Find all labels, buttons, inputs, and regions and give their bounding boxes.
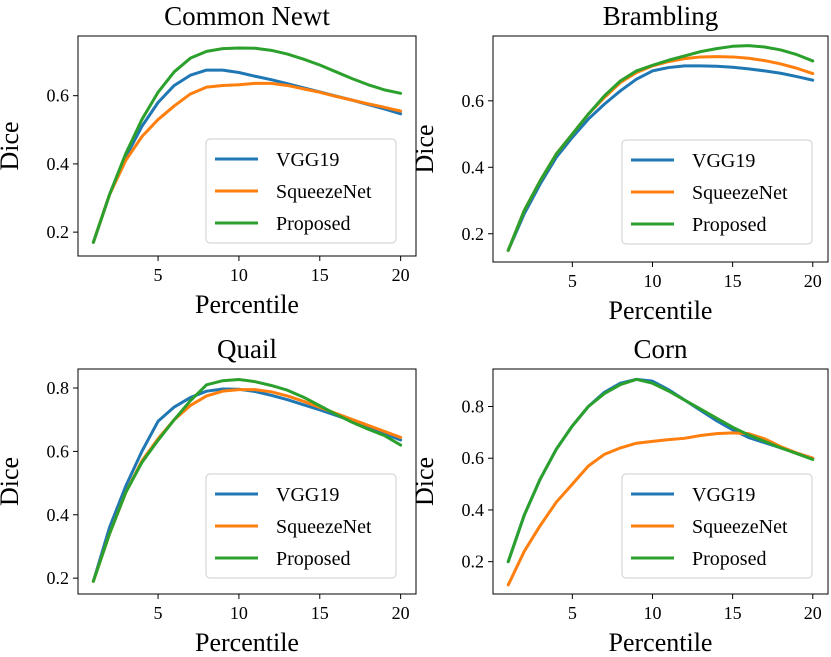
x-tick-label: 5: [568, 603, 577, 623]
plot-frame: [492, 368, 829, 595]
chart-quail: 5 10 15 20 0.2 0.4 0.6 0.8 Quail Percentile Dice VG…: [0, 334, 417, 657]
y-tick-label: 0.8: [47, 378, 70, 398]
series-line-proposed: [91, 377, 403, 583]
plot-frame: [492, 35, 829, 263]
y-tick-label: 0.2: [462, 552, 485, 572]
legend: VGG19 SqueezeNet Proposed: [205, 473, 397, 579]
legend: VGG19 SqueezeNet Proposed: [621, 473, 813, 579]
plot-frame: [77, 35, 417, 257]
x-axis-label: Percentile: [609, 628, 713, 657]
series-line-vgg19: [506, 64, 815, 252]
x-tick-label: 10: [230, 265, 248, 285]
x-tick-label: 15: [724, 271, 742, 291]
legend-label-vgg19: VGG19: [692, 150, 755, 172]
legend-label-proposed: Proposed: [276, 213, 350, 235]
legend-box: [205, 138, 397, 244]
y-axis-label: Dice: [0, 121, 24, 170]
legend-label-proposed: Proposed: [692, 548, 766, 570]
legend-label-vgg19: VGG19: [276, 484, 339, 506]
chart-common-newt: 5 10 15 20 0.2 0.4 0.6 Common Newt Percentile Dic…: [0, 1, 417, 319]
legend: VGG19 SqueezeNet Proposed: [205, 138, 397, 244]
legend-label-proposed: Proposed: [276, 548, 350, 570]
legend-box: [621, 139, 813, 245]
x-tick-label: 20: [392, 265, 410, 285]
chart-title: Common Newt: [164, 1, 330, 31]
series-line-squeezenet: [506, 431, 815, 587]
x-tick-label: 10: [643, 603, 661, 623]
y-tick-label: 0.8: [462, 397, 485, 417]
y-tick-label: 0.4: [47, 505, 70, 525]
series-line-proposed: [506, 377, 815, 564]
chart-title: Brambling: [603, 1, 719, 31]
legend-box: [205, 473, 397, 579]
chart-title: Quail: [217, 334, 277, 364]
x-tick-label: 15: [311, 265, 329, 285]
x-tick-label: 20: [392, 603, 410, 623]
y-tick-label: 0.4: [462, 157, 485, 177]
x-tick-label: 20: [804, 271, 822, 291]
y-axis-label: Dice: [0, 457, 24, 506]
x-tick-label: 15: [311, 603, 329, 623]
y-tick-label: 0.2: [462, 224, 485, 244]
y-tick-label: 0.4: [47, 154, 70, 174]
x-axis-label: Percentile: [609, 296, 713, 325]
series-line-proposed: [91, 46, 403, 244]
y-tick-label: 0.4: [462, 500, 485, 520]
y-axis-label: Dice: [410, 124, 439, 173]
chart-title: Corn: [634, 334, 689, 364]
y-tick-label: 0.2: [47, 568, 70, 588]
legend-box: [621, 473, 813, 579]
x-tick-label: 10: [643, 271, 661, 291]
x-tick-label: 5: [568, 271, 577, 291]
y-tick-label: 0.6: [462, 91, 485, 111]
y-tick-label: 0.6: [462, 448, 485, 468]
chart-corn: 5 10 15 20 0.2 0.4 0.6 0.8 Corn Percentile Dice VGG…: [410, 334, 829, 657]
x-axis-label: Percentile: [195, 290, 299, 319]
x-tick-label: 15: [724, 603, 742, 623]
legend-label-squeezenet: SqueezeNet: [276, 516, 372, 538]
x-tick-label: 5: [154, 265, 163, 285]
y-tick-label: 0.2: [47, 222, 70, 242]
y-tick-label: 0.6: [47, 441, 70, 461]
legend: VGG19 SqueezeNet Proposed: [621, 139, 813, 245]
y-axis-label: Dice: [410, 457, 439, 506]
legend-label-squeezenet: SqueezeNet: [276, 181, 372, 203]
legend-label-proposed: Proposed: [692, 214, 766, 236]
legend-label-vgg19: VGG19: [276, 149, 339, 171]
x-tick-label: 10: [230, 603, 248, 623]
legend-label-squeezenet: SqueezeNet: [692, 182, 788, 204]
plot-frame: [77, 368, 417, 595]
x-tick-label: 20: [804, 603, 822, 623]
y-tick-label: 0.6: [47, 86, 70, 106]
x-axis-label: Percentile: [195, 628, 299, 657]
series-line-proposed: [506, 44, 815, 252]
legend-label-squeezenet: SqueezeNet: [692, 516, 788, 538]
legend-label-vgg19: VGG19: [692, 484, 755, 506]
chart-brambling: 5 10 15 20 0.2 0.4 0.6 Brambling Percentile Dice V…: [410, 1, 829, 325]
x-tick-label: 5: [154, 603, 163, 623]
series-line-squeezenet: [91, 81, 403, 244]
